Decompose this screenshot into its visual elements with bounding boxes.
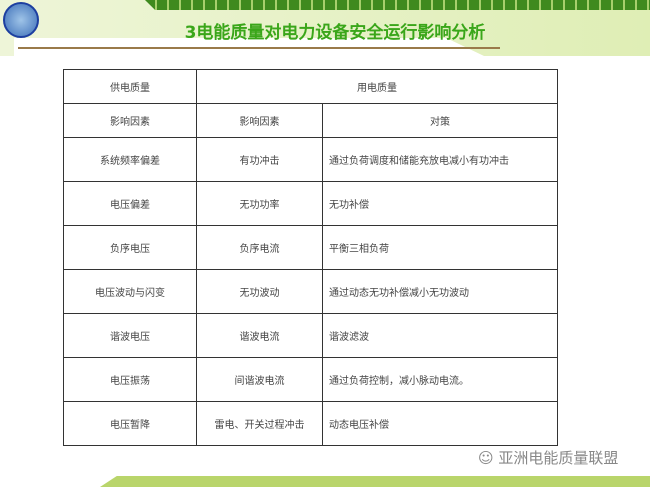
footer-band <box>100 476 650 487</box>
table-subheader-row: 影响因素 影响因素 对策 <box>63 103 558 138</box>
watermark-text: 亚洲电能质量联盟 <box>498 449 619 467</box>
header-stripes <box>145 0 650 10</box>
table-cell: 有功冲击 <box>196 137 323 182</box>
table-cell: 负序电压 <box>63 225 197 270</box>
table-row: 谐波电压 谐波电流 谐波滤波 <box>63 313 558 358</box>
header-cell: 用电质量 <box>196 69 558 104</box>
table-cell: 通过负荷控制，减小脉动电流。 <box>322 357 558 402</box>
header-cell: 对策 <box>322 103 558 138</box>
table-row: 电压波动与闪变 无功波动 通过动态无功补偿减小无功波动 <box>63 269 558 314</box>
table-cell: 无功补偿 <box>322 181 558 226</box>
table-cell: 无功波动 <box>196 269 323 314</box>
table-cell: 电压波动与闪变 <box>63 269 197 314</box>
page-title: 3电能质量对电力设备安全运行影响分析 <box>184 23 486 43</box>
table-cell: 负序电流 <box>196 225 323 270</box>
table-cell: 谐波滤波 <box>322 313 558 358</box>
table-cell: 平衡三相负荷 <box>322 225 558 270</box>
table-cell: 电压偏差 <box>63 181 197 226</box>
header-cell: 供电质量 <box>63 69 197 104</box>
watermark: ☺ 亚洲电能质量联盟 <box>478 449 619 467</box>
table-row: 电压暂降 雷电、开关过程冲击 动态电压补偿 <box>63 401 558 446</box>
table-cell: 电压暂降 <box>63 401 197 446</box>
title-divider <box>18 47 500 49</box>
table-cell: 动态电压补偿 <box>322 401 558 446</box>
table-cell: 系统频率偏差 <box>63 137 197 182</box>
table-cell: 雷电、开关过程冲击 <box>196 401 323 446</box>
logo-icon <box>3 2 39 38</box>
header-cell: 影响因素 <box>63 103 197 138</box>
table-row: 电压振荡 间谐波电流 通过负荷控制，减小脉动电流。 <box>63 357 558 402</box>
table-row: 电压偏差 无功功率 无功补偿 <box>63 181 558 226</box>
table-cell: 通过负荷调度和储能充放电减小有功冲击 <box>322 137 558 182</box>
table-cell: 谐波电压 <box>63 313 197 358</box>
table-cell: 电压振荡 <box>63 357 197 402</box>
table-cell: 无功功率 <box>196 181 323 226</box>
table-cell: 间谐波电流 <box>196 357 323 402</box>
quality-table: 供电质量 用电质量 影响因素 影响因素 对策 系统频率偏差 有功冲击 通过负荷调度和… <box>63 69 558 446</box>
header-cell: 影响因素 <box>196 103 323 138</box>
table-cell: 谐波电流 <box>196 313 323 358</box>
table-row: 负序电压 负序电流 平衡三相负荷 <box>63 225 558 270</box>
table-header-row: 供电质量 用电质量 <box>63 69 558 104</box>
table-cell: 通过动态无功补偿减小无功波动 <box>322 269 558 314</box>
table-row: 系统频率偏差 有功冲击 通过负荷调度和储能充放电减小有功冲击 <box>63 137 558 182</box>
